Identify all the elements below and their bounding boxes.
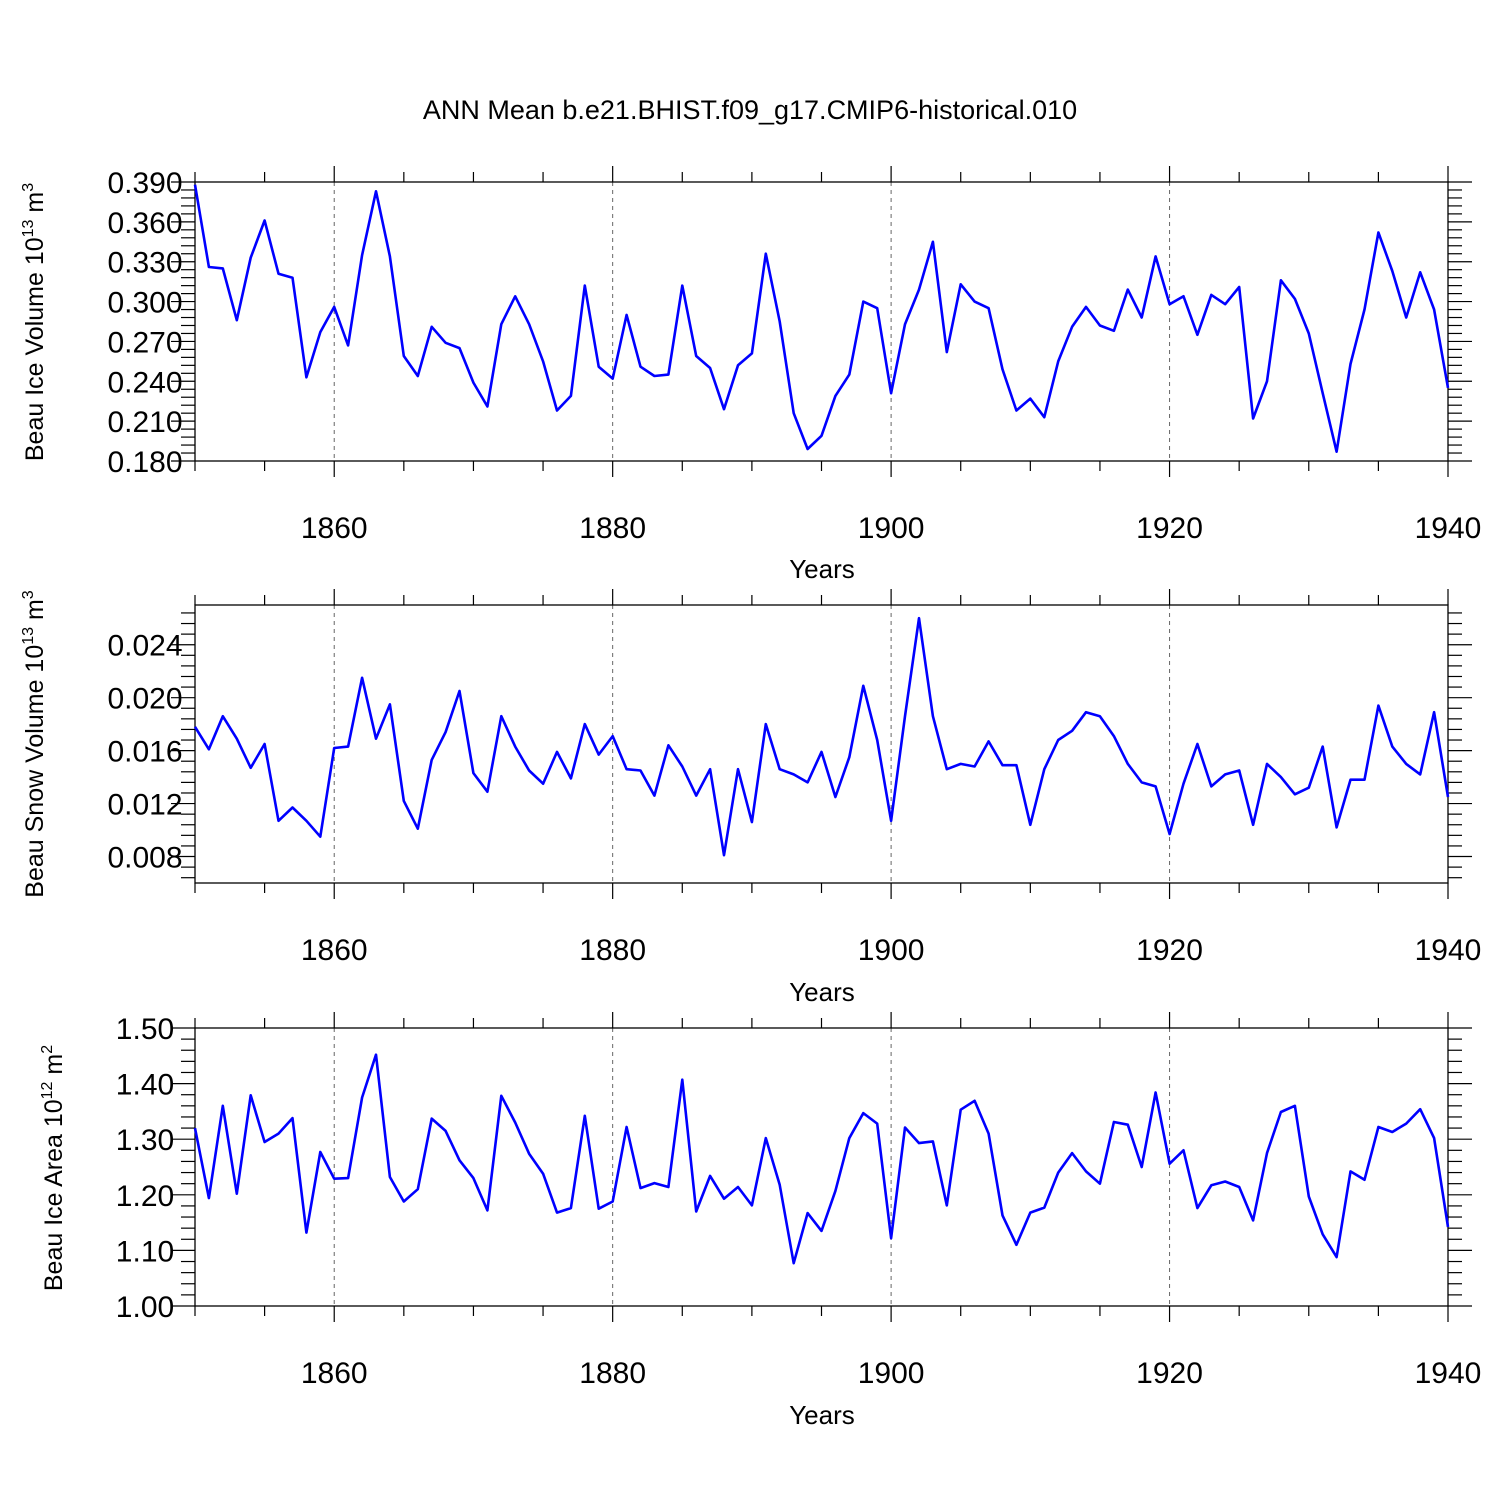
x-tick-label: 1920	[1136, 934, 1203, 967]
x-tick-label: 1940	[1415, 512, 1482, 545]
x-tick-label: 1860	[301, 1357, 368, 1390]
y-tick-label: 0.012	[107, 789, 182, 822]
x-tick-label: 1900	[858, 512, 925, 545]
x-tick-label: 1860	[301, 512, 368, 545]
x-tick-label: 1940	[1415, 934, 1482, 967]
x-tick-label: 1860	[301, 934, 368, 967]
x-axis-label: Years	[789, 1400, 855, 1430]
chart-title: ANN Mean b.e21.BHIST.f09_g17.CMIP6-histo…	[423, 95, 1077, 125]
panel-snow-volume: Beau Snow Volume 1013 m3 Years 0.008 0.01…	[20, 589, 1481, 1007]
x-tick-label: 1900	[858, 934, 925, 967]
x-tick-label: 1880	[579, 1357, 646, 1390]
y-tick-label: 0.390	[107, 167, 182, 200]
x-axis-label: Years	[789, 554, 855, 584]
y-tick-label: 1.00	[116, 1291, 174, 1324]
series-line	[193, 616, 1450, 857]
panel-ice-volume: Beau Ice Volume 1013 m3 Years 0.180 0.210…	[20, 166, 1481, 584]
panel-ice-area: Beau Ice Area 1012 m2 Years 1.00 1.10 1.20…	[39, 1012, 1481, 1430]
series-line	[193, 184, 1450, 454]
series-line	[193, 1053, 1450, 1265]
x-tick-label: 1880	[579, 934, 646, 967]
y-tick-label: 1.10	[116, 1235, 174, 1268]
plot-frame	[194, 604, 1449, 884]
y-axis-label: Beau Ice Area 1012 m2	[39, 1045, 68, 1291]
y-tick-label: 0.360	[107, 207, 182, 240]
y-tick-label: 0.330	[107, 247, 182, 280]
y-tick-label: 0.008	[107, 842, 182, 875]
y-tick-label: 0.020	[107, 683, 182, 716]
x-axis-label: Years	[789, 977, 855, 1007]
y-tick-label: 1.20	[116, 1180, 174, 1213]
x-tick-label: 1920	[1136, 1357, 1203, 1390]
y-tick-label: 0.016	[107, 736, 182, 769]
y-tick-label: 0.270	[107, 326, 182, 359]
y-axis-label: Beau Snow Volume 1013 m3	[20, 590, 49, 898]
plot-frame	[194, 1027, 1449, 1307]
y-tick-label: 0.024	[107, 630, 182, 663]
x-tick-label: 1880	[579, 512, 646, 545]
y-tick-label: 1.40	[116, 1069, 174, 1102]
y-tick-label: 0.180	[107, 446, 182, 479]
x-tick-label: 1920	[1136, 512, 1203, 545]
y-tick-label: 0.300	[107, 287, 182, 320]
y-axis-label: Beau Ice Volume 1013 m3	[20, 183, 49, 461]
y-tick-label: 1.50	[116, 1013, 174, 1046]
y-tick-label: 1.30	[116, 1124, 174, 1157]
y-tick-label: 0.240	[107, 366, 182, 399]
x-tick-label: 1900	[858, 1357, 925, 1390]
y-tick-label: 0.210	[107, 406, 182, 439]
x-tick-label: 1940	[1415, 1357, 1482, 1390]
